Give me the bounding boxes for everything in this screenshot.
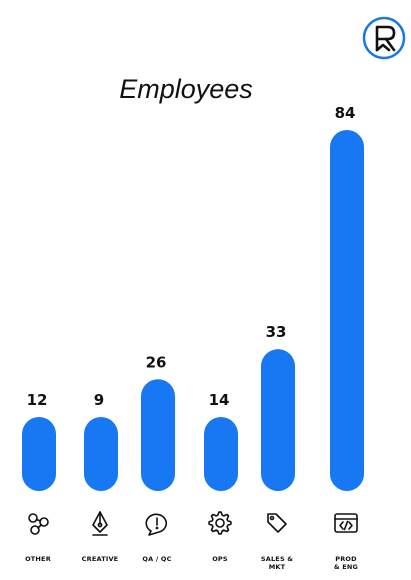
category-labels: OTHER CREATIVE QA / QC OPS SALES &MKT PROD& E… bbox=[25, 555, 358, 571]
code-window-icon bbox=[334, 513, 358, 533]
bar-value-label: 14 bbox=[209, 391, 230, 409]
bar-value-label: 9 bbox=[94, 391, 104, 409]
value-labels: 12 9 26 14 33 84 bbox=[27, 104, 356, 409]
bar-value-label: 33 bbox=[266, 323, 287, 341]
bar-value-label: 84 bbox=[335, 104, 356, 122]
category-label: CREATIVE bbox=[82, 555, 119, 563]
bar bbox=[141, 379, 175, 491]
price-tag-icon bbox=[267, 513, 287, 533]
chart-title: Employees bbox=[119, 74, 253, 104]
category-label: QA / QC bbox=[142, 555, 171, 563]
category-icons bbox=[28, 511, 358, 536]
bar-value-label: 12 bbox=[27, 391, 48, 409]
bar bbox=[204, 417, 238, 491]
bar bbox=[261, 349, 295, 491]
category-label: OTHER bbox=[25, 555, 51, 563]
pen-nib-icon bbox=[92, 511, 108, 536]
speech-bubble-alert-icon bbox=[145, 513, 168, 536]
bar bbox=[84, 417, 118, 491]
bar bbox=[22, 417, 56, 491]
bar-value-label: 26 bbox=[146, 353, 167, 371]
category-label: & ENG bbox=[334, 563, 358, 571]
bar-series bbox=[22, 130, 364, 491]
category-label: PROD bbox=[335, 555, 357, 563]
category-label: MKT bbox=[269, 563, 286, 571]
network-nodes-icon bbox=[28, 513, 49, 535]
category-label: OPS bbox=[212, 555, 228, 563]
category-label: SALES & bbox=[261, 555, 293, 563]
bar bbox=[330, 130, 364, 491]
brand-logo bbox=[362, 16, 406, 60]
bookmark-r-logo-icon bbox=[375, 25, 396, 52]
gear-icon bbox=[208, 511, 232, 535]
